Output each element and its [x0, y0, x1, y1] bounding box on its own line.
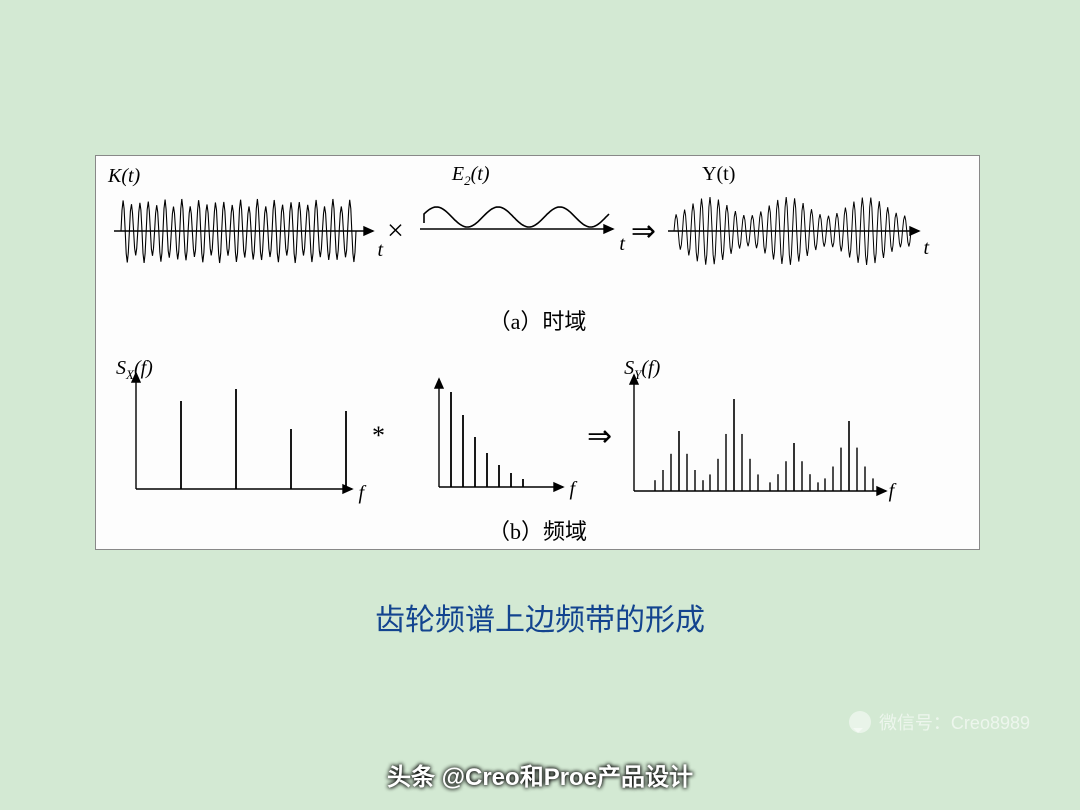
plot-kt: K(t) t [106, 171, 381, 291]
author-watermark: 头条 @Creo和Proe产品设计 [387, 757, 693, 792]
label-yt: Y(t) [702, 163, 735, 186]
implies-operator-2: ⇒ [587, 419, 612, 454]
plot-e2t: E2(t) t [410, 171, 625, 291]
label-sxf: SX(f) [116, 357, 153, 383]
wechat-text: 微信号：Creo8989 [879, 709, 1030, 735]
diagram-panel: K(t) t × E2(t) t ⇒ Y(t) t （a）时域 SX(f) f … [95, 155, 980, 550]
multiply-operator: × [387, 214, 404, 248]
plot-yt: Y(t) t [662, 171, 927, 291]
implies-operator-1: ⇒ [631, 214, 656, 249]
label-decay-x: f [569, 478, 575, 501]
convolve-operator: * [372, 421, 385, 451]
caption-freq-domain: （b）频域 [96, 514, 979, 546]
label-syf: SY(f) [624, 357, 660, 383]
plot-decay: f [391, 361, 581, 511]
wechat-watermark: 微信号：Creo8989 [849, 709, 1030, 735]
label-syf-x: f [889, 480, 895, 503]
plot-sxf: SX(f) f [116, 361, 366, 511]
label-e2t-x: t [619, 233, 625, 256]
freq-domain-row: SX(f) f * f ⇒ SY(f) f [96, 361, 979, 511]
label-e2t: E2(t) [452, 163, 490, 189]
label-yt-x: t [924, 237, 930, 260]
label-kt: K(t) [108, 165, 140, 188]
main-title: 齿轮频谱上边频带的形成 [0, 595, 1080, 639]
caption-time-domain: （a）时域 [96, 304, 979, 336]
label-sxf-x: f [358, 482, 364, 505]
time-domain-row: K(t) t × E2(t) t ⇒ Y(t) t [96, 166, 979, 296]
plot-syf: SY(f) f [618, 361, 898, 511]
wechat-icon [849, 711, 871, 733]
label-kt-x: t [377, 239, 383, 262]
